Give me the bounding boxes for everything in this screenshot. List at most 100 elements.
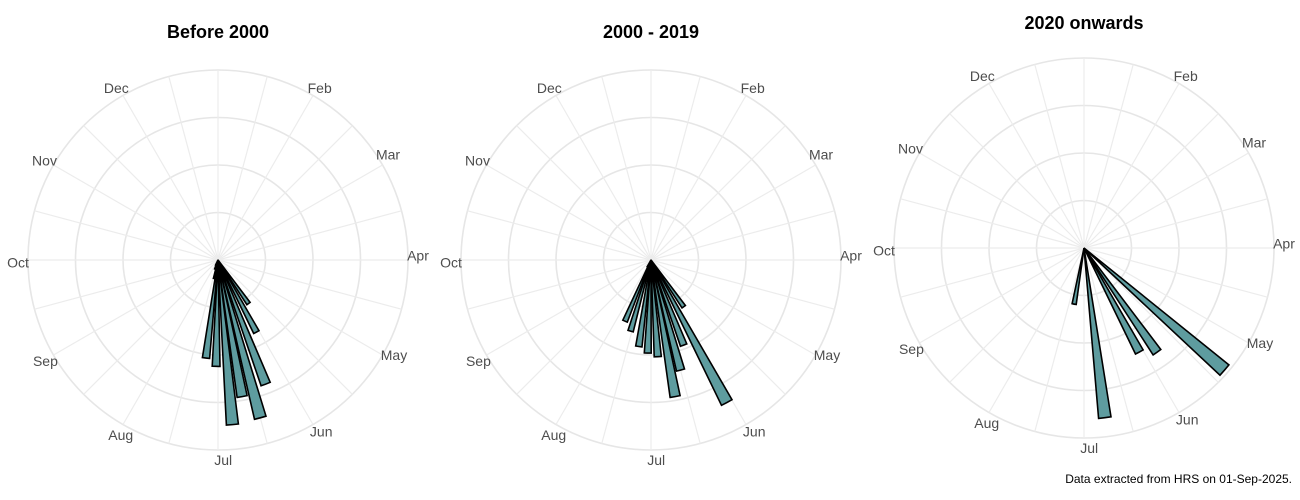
month-label-jul: Jul [214,452,232,468]
grid-spoke [650,259,786,395]
bar [1071,247,1085,306]
bar [1083,247,1231,377]
panel-title: 2000 - 2019 [603,22,699,42]
bar [626,259,652,333]
grid-spoke [122,95,219,261]
month-label-sep: Sep [466,353,491,369]
grid-spoke [988,247,1085,413]
grid-spoke [949,113,1085,249]
bar [650,259,686,373]
grid-spoke [1083,198,1268,249]
grid-spoke [217,259,383,356]
grid-spoke [34,259,219,310]
bar [211,259,221,368]
bar [217,259,252,306]
grid-spoke [1034,64,1085,249]
grid-spoke [650,95,747,261]
month-labels: Feb Mar Apr May Jun Jul Aug Sep Oct Nov Dec [7,80,429,468]
panel-2020-onwards: 2020 onwards Feb Mar Apr May Jun Jul Aug Sep Oct… [873,13,1295,456]
month-label-oct: Oct [440,255,462,271]
grid-spoke [217,259,353,395]
month-label-jul: Jul [1080,440,1098,456]
grid-spoke [217,210,402,261]
month-label-oct: Oct [873,243,895,259]
bar [214,259,219,267]
month-label-sep: Sep [899,341,924,357]
month-label-jun: Jun [743,423,766,439]
grid-spoke [34,210,219,261]
month-label-jun: Jun [1176,411,1199,427]
grid-spoke [919,152,1085,249]
grid-spoke [650,164,816,261]
grid-spoke [1083,247,1134,432]
data-source-caption: Data extracted from HRS on 01-Sep-2025. [1065,472,1292,486]
panel-2000-2019: 2000 - 2019 Feb Mar Apr May Jun Jul Aug Sep Oct N… [440,22,862,468]
month-label-feb: Feb [308,80,332,96]
month-label-dec: Dec [104,80,129,96]
grid-spoke [650,76,701,261]
grid-spoke [650,259,816,356]
month-label-may: May [381,347,407,363]
grid-spoke [650,210,835,261]
bar [201,259,219,360]
month-label-nov: Nov [898,141,923,157]
month-labels: Feb Mar Apr May Jun Jul Aug Sep Oct Nov Dec [440,80,862,468]
bar-series [621,259,734,407]
grid-spoke [1083,247,1268,298]
grid-spoke [467,210,652,261]
grid-spoke [53,164,219,261]
grid-spoke [122,259,219,425]
bar-series [1071,247,1231,420]
month-label-aug: Aug [974,415,999,431]
month-labels: Feb Mar Apr May Jun Jul Aug Sep Oct Nov Dec [873,68,1295,456]
month-label-nov: Nov [465,153,490,169]
grid-spoke [1083,83,1180,249]
polar-grid [893,57,1275,439]
grid-spoke [650,125,786,261]
grid-spoke [217,95,314,261]
month-label-aug: Aug [541,427,566,443]
bar [646,259,652,268]
grid-spoke [1083,64,1134,249]
grid-spoke [900,247,1085,298]
month-label-apr: Apr [407,248,429,264]
grid-spoke [217,76,268,261]
grid-spoke [467,259,652,310]
panel-before-2000: Before 2000 Feb Mar Apr May Jun Jul Aug Sep Oct N… [7,22,429,468]
bar [650,259,688,348]
grid-spoke [1083,152,1249,249]
month-label-sep: Sep [33,353,58,369]
grid-spoke [217,164,383,261]
grid-spoke [217,259,402,310]
bar [650,259,687,310]
bar [217,259,249,399]
grid-spoke [516,125,652,261]
grid-spoke [168,76,219,261]
month-label-mar: Mar [809,147,833,163]
bar-series [201,259,272,426]
grid-spoke [1083,247,1249,344]
grid-spoke [1034,247,1085,432]
bar [217,259,272,387]
bar [217,259,261,335]
bar [217,259,267,421]
grid-spoke [988,83,1085,249]
bar [650,259,663,358]
month-label-mar: Mar [1242,135,1266,151]
month-label-oct: Oct [7,255,29,271]
bar [1083,247,1162,357]
grid-spoke [949,247,1085,383]
month-label-may: May [814,347,840,363]
month-label-feb: Feb [741,80,765,96]
grid-spoke [555,95,652,261]
bar [634,259,652,348]
bar [1083,247,1112,420]
grid-spoke [83,259,219,395]
month-label-mar: Mar [376,147,400,163]
month-label-dec: Dec [537,80,562,96]
month-label-feb: Feb [1174,68,1198,84]
grid-spoke [919,247,1085,344]
month-label-apr: Apr [1273,236,1295,252]
bar [217,259,240,426]
